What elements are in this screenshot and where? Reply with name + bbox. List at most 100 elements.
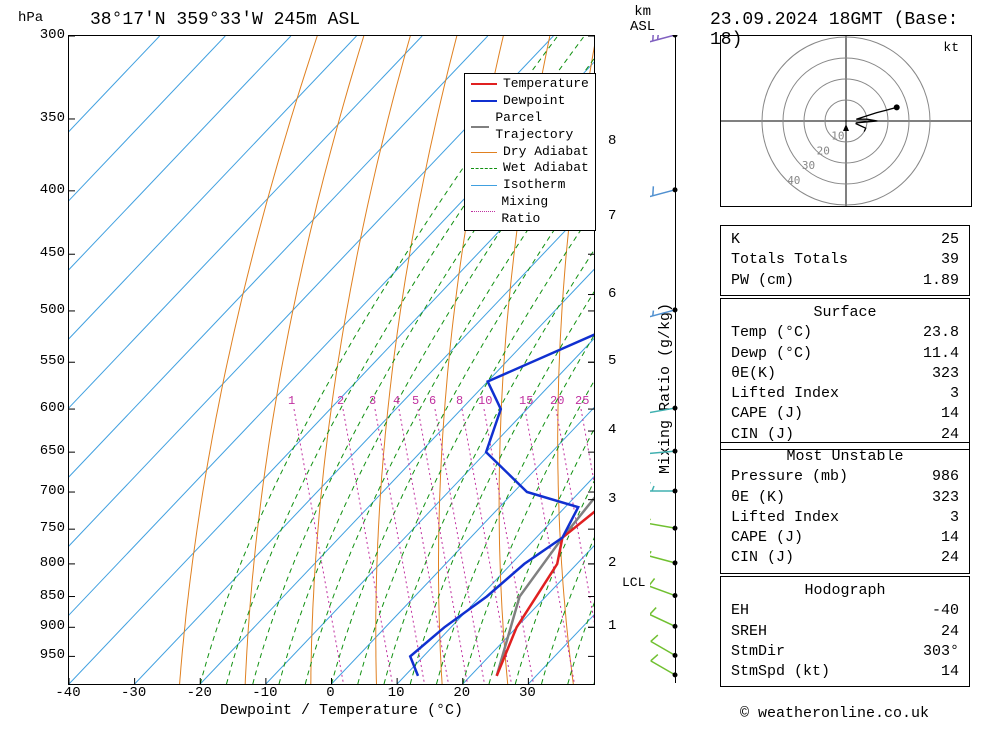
mixing-ratio-label: 1 (288, 394, 295, 408)
temperature-tick-label: 30 (519, 685, 536, 701)
mixing-ratio-label: 8 (456, 394, 463, 408)
legend-swatch (471, 126, 489, 128)
wind-barbs-svg (650, 35, 690, 683)
data-row: StmDir 303° (731, 642, 959, 662)
legend-item: Wet Adiabat (471, 160, 589, 177)
legend-item: Dewpoint (471, 93, 589, 110)
data-label: Lifted Index (731, 384, 839, 404)
mixing-ratio-label: 25 (575, 394, 589, 408)
legend-swatch (471, 100, 497, 102)
pressure-tick-label: 950 (25, 647, 65, 663)
pressure-tick-label: 850 (25, 588, 65, 604)
legend-item: Mixing Ratio (471, 194, 589, 228)
data-row: CIN (J) 24 (731, 548, 959, 568)
data-row: K25 (731, 230, 959, 250)
pressure-tick-label: 500 (25, 302, 65, 318)
data-value: -40 (932, 601, 959, 621)
legend-label: Parcel Trajectory (495, 110, 589, 144)
pressure-tick-label: 800 (25, 555, 65, 571)
altitude-tick-label: 7 (608, 208, 616, 224)
data-label: SREH (731, 622, 767, 642)
svg-text:20: 20 (817, 144, 830, 157)
legend-label: Dry Adiabat (503, 144, 589, 161)
data-value: 3 (950, 384, 959, 404)
data-row: Dewp (°C) 11.4 (731, 344, 959, 364)
legend-label: Dewpoint (503, 93, 565, 110)
altitude-tick-label: 8 (608, 133, 616, 149)
svg-text:40: 40 (787, 174, 800, 187)
altitude-tick-label: 3 (608, 491, 616, 507)
legend-item: Isotherm (471, 177, 589, 194)
panel-title: Most Unstable (731, 447, 959, 467)
data-label: StmSpd (kt) (731, 662, 830, 682)
mixing-ratio-label: 20 (550, 394, 564, 408)
data-row: Lifted Index 3 (731, 384, 959, 404)
legend-swatch (471, 185, 497, 186)
panel-title: Surface (731, 303, 959, 323)
data-row: CAPE (J) 14 (731, 528, 959, 548)
legend-box: TemperatureDewpointParcel TrajectoryDry … (464, 73, 596, 231)
data-row: CAPE (J)14 (731, 404, 959, 424)
mixing-ratio-label: 2 (337, 394, 344, 408)
data-value: 323 (932, 364, 959, 384)
legend-swatch (471, 211, 495, 212)
data-label: CAPE (J) (731, 528, 803, 548)
data-value: 39 (941, 250, 959, 270)
pressure-tick-label: 600 (25, 400, 65, 416)
legend-item: Dry Adiabat (471, 144, 589, 161)
data-label: StmDir (731, 642, 785, 662)
mixing-ratio-label: 5 (412, 394, 419, 408)
data-value: 24 (941, 622, 959, 642)
temperature-tick-label: 0 (326, 685, 334, 701)
legend-label: Temperature (503, 76, 589, 93)
data-value: 11.4 (923, 344, 959, 364)
data-value: 303° (923, 642, 959, 662)
pressure-tick-label: 450 (25, 245, 65, 261)
temperature-tick-label: -30 (121, 685, 146, 701)
data-value: 1.89 (923, 271, 959, 291)
y-axis-label-pressure: hPa (18, 10, 43, 26)
data-value: 14 (941, 662, 959, 682)
legend-item: Parcel Trajectory (471, 110, 589, 144)
temperature-tick-label: -20 (187, 685, 212, 701)
hodograph-unit-label: kt (943, 40, 959, 55)
data-label: Dewp (°C) (731, 344, 812, 364)
x-axis-label: Dewpoint / Temperature (°C) (220, 702, 463, 719)
data-row: θE (K)323 (731, 488, 959, 508)
data-value: 24 (941, 548, 959, 568)
data-label: θE (K) (731, 488, 785, 508)
data-value: 14 (941, 528, 959, 548)
data-value: 986 (932, 467, 959, 487)
pressure-tick-label: 350 (25, 110, 65, 126)
pressure-tick-label: 700 (25, 483, 65, 499)
altitude-tick-label: 6 (608, 286, 616, 302)
data-label: CIN (J) (731, 548, 794, 568)
data-label: Lifted Index (731, 508, 839, 528)
svg-text:30: 30 (802, 159, 815, 172)
data-label: Totals Totals (731, 250, 848, 270)
data-row: EH -40 (731, 601, 959, 621)
hodograph-data-panel: HodographEH-40SREH24StmDir303°StmSpd (kt… (720, 576, 970, 687)
data-row: θE(K)323 (731, 364, 959, 384)
mixing-ratio-label: 4 (393, 394, 400, 408)
data-row: Temp (°C) 23.8 (731, 323, 959, 343)
temperature-tick-label: 20 (453, 685, 470, 701)
legend-label: Isotherm (503, 177, 565, 194)
pressure-tick-label: 550 (25, 353, 65, 369)
mixing-ratio-label: 3 (369, 394, 376, 408)
temperature-tick-label: -10 (252, 685, 277, 701)
surface-panel: SurfaceTemp (°C) 23.8 Dewp (°C) 11.4θE(K)32… (720, 298, 970, 450)
hodograph-svg: 10203040 (721, 36, 971, 206)
data-row: PW (cm)1.89 (731, 271, 959, 291)
svg-text:10: 10 (831, 130, 844, 143)
data-label: Pressure (mb) (731, 467, 848, 487)
data-label: Temp (°C) (731, 323, 812, 343)
hodograph-panel: 10203040 kt (720, 35, 972, 207)
data-row: Lifted Index3 (731, 508, 959, 528)
data-row: Totals Totals 39 (731, 250, 959, 270)
pressure-tick-label: 650 (25, 443, 65, 459)
altitude-tick-label: 1 (608, 618, 616, 634)
data-value: 14 (941, 404, 959, 424)
data-label: EH (731, 601, 749, 621)
data-value: 23.8 (923, 323, 959, 343)
